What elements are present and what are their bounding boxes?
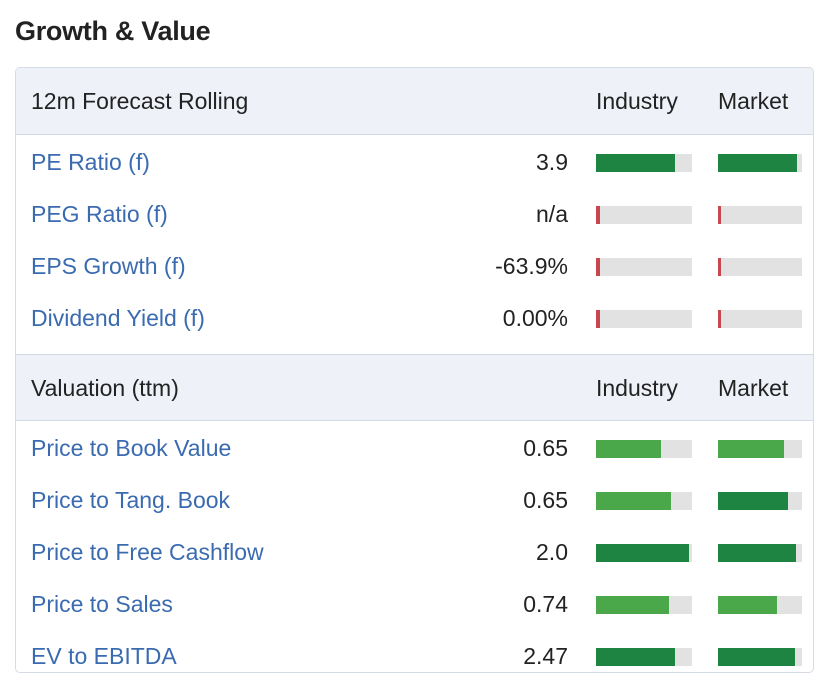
metric-value: 3.9 bbox=[536, 149, 568, 175]
growth-value-card: 12m Forecast Rolling Industry Market PE … bbox=[15, 67, 814, 673]
metric-row: Price to Tang. Book 0.65 bbox=[16, 474, 813, 526]
metric-row: Price to Sales 0.74 bbox=[16, 578, 813, 630]
market-bar-fill bbox=[718, 206, 722, 224]
industry-bar-fill bbox=[596, 154, 675, 172]
market-bar-fill bbox=[718, 258, 722, 276]
section-header-forecast: 12m Forecast Rolling Industry Market bbox=[16, 68, 813, 135]
metric-row: PEG Ratio (f) n/a bbox=[16, 188, 813, 240]
market-comparison-bar bbox=[718, 648, 802, 666]
industry-comparison-bar bbox=[596, 154, 692, 172]
metric-value: 0.00% bbox=[502, 305, 568, 331]
metric-row: EV to EBITDA 2.47 bbox=[16, 630, 813, 672]
market-bar-fill bbox=[718, 310, 722, 328]
market-comparison-bar bbox=[718, 154, 802, 172]
industry-comparison-bar bbox=[596, 544, 692, 562]
industry-bar-fill bbox=[596, 440, 662, 458]
metric-link[interactable]: EPS Growth (f) bbox=[31, 253, 186, 279]
market-bar-fill bbox=[718, 154, 797, 172]
industry-bar-fill bbox=[596, 544, 690, 562]
market-bar-fill bbox=[718, 648, 796, 666]
industry-comparison-bar bbox=[596, 492, 692, 510]
industry-comparison-bar bbox=[596, 206, 692, 224]
metric-link[interactable]: Price to Free Cashflow bbox=[31, 539, 264, 565]
market-comparison-bar bbox=[718, 258, 802, 276]
industry-bar-fill bbox=[596, 258, 600, 276]
metric-value: 2.0 bbox=[536, 539, 568, 565]
market-comparison-bar bbox=[718, 440, 802, 458]
widget-title: Growth & Value bbox=[15, 16, 211, 46]
metric-link[interactable]: PE Ratio (f) bbox=[31, 149, 150, 175]
industry-comparison-bar bbox=[596, 258, 692, 276]
metric-link[interactable]: Price to Book Value bbox=[31, 435, 232, 461]
metric-value: 0.74 bbox=[523, 591, 568, 617]
industry-bar-fill bbox=[596, 492, 671, 510]
industry-comparison-bar bbox=[596, 648, 692, 666]
industry-bar-fill bbox=[596, 648, 675, 666]
forecast-rows: PE Ratio (f) 3.9 PEG Ratio (f) n/a EPS G… bbox=[16, 136, 813, 344]
industry-column-header: Industry bbox=[596, 88, 678, 114]
metric-link[interactable]: Dividend Yield (f) bbox=[31, 305, 205, 331]
industry-column-header: Industry bbox=[596, 375, 678, 401]
metric-row: EPS Growth (f) -63.9% bbox=[16, 240, 813, 292]
industry-comparison-bar bbox=[596, 440, 692, 458]
market-column-header: Market bbox=[718, 375, 789, 401]
metric-link[interactable]: EV to EBITDA bbox=[31, 643, 177, 669]
market-bar-fill bbox=[718, 492, 788, 510]
metric-row: Price to Book Value 0.65 bbox=[16, 422, 813, 474]
section-header-valuation: Valuation (ttm) Industry Market bbox=[16, 354, 813, 421]
market-bar-fill bbox=[718, 544, 797, 562]
market-comparison-bar bbox=[718, 492, 802, 510]
metric-value: 2.47 bbox=[523, 643, 568, 669]
industry-bar-fill bbox=[596, 206, 600, 224]
metric-row: Price to Free Cashflow 2.0 bbox=[16, 526, 813, 578]
section-title: Valuation (ttm) bbox=[31, 375, 179, 401]
metric-row: PE Ratio (f) 3.9 bbox=[16, 136, 813, 188]
industry-bar-fill bbox=[596, 596, 669, 614]
metric-link[interactable]: Price to Tang. Book bbox=[31, 487, 231, 513]
metric-value: 0.65 bbox=[523, 487, 568, 513]
market-bar-fill bbox=[718, 596, 777, 614]
valuation-rows: Price to Book Value 0.65 Price to Tang. … bbox=[16, 422, 813, 672]
metric-value: 0.65 bbox=[523, 435, 568, 461]
metric-link[interactable]: Price to Sales bbox=[31, 591, 173, 617]
section-title: 12m Forecast Rolling bbox=[31, 88, 249, 114]
industry-bar-fill bbox=[596, 310, 600, 328]
market-comparison-bar bbox=[718, 206, 802, 224]
market-comparison-bar bbox=[718, 310, 802, 328]
market-column-header: Market bbox=[718, 88, 789, 114]
metric-row: Dividend Yield (f) 0.00% bbox=[16, 292, 813, 344]
market-comparison-bar bbox=[718, 544, 802, 562]
market-bar-fill bbox=[718, 440, 784, 458]
metric-link[interactable]: PEG Ratio (f) bbox=[31, 201, 168, 227]
industry-comparison-bar bbox=[596, 310, 692, 328]
industry-comparison-bar bbox=[596, 596, 692, 614]
market-comparison-bar bbox=[718, 596, 802, 614]
metric-value: n/a bbox=[536, 201, 568, 227]
metric-value: -63.9% bbox=[495, 253, 568, 279]
